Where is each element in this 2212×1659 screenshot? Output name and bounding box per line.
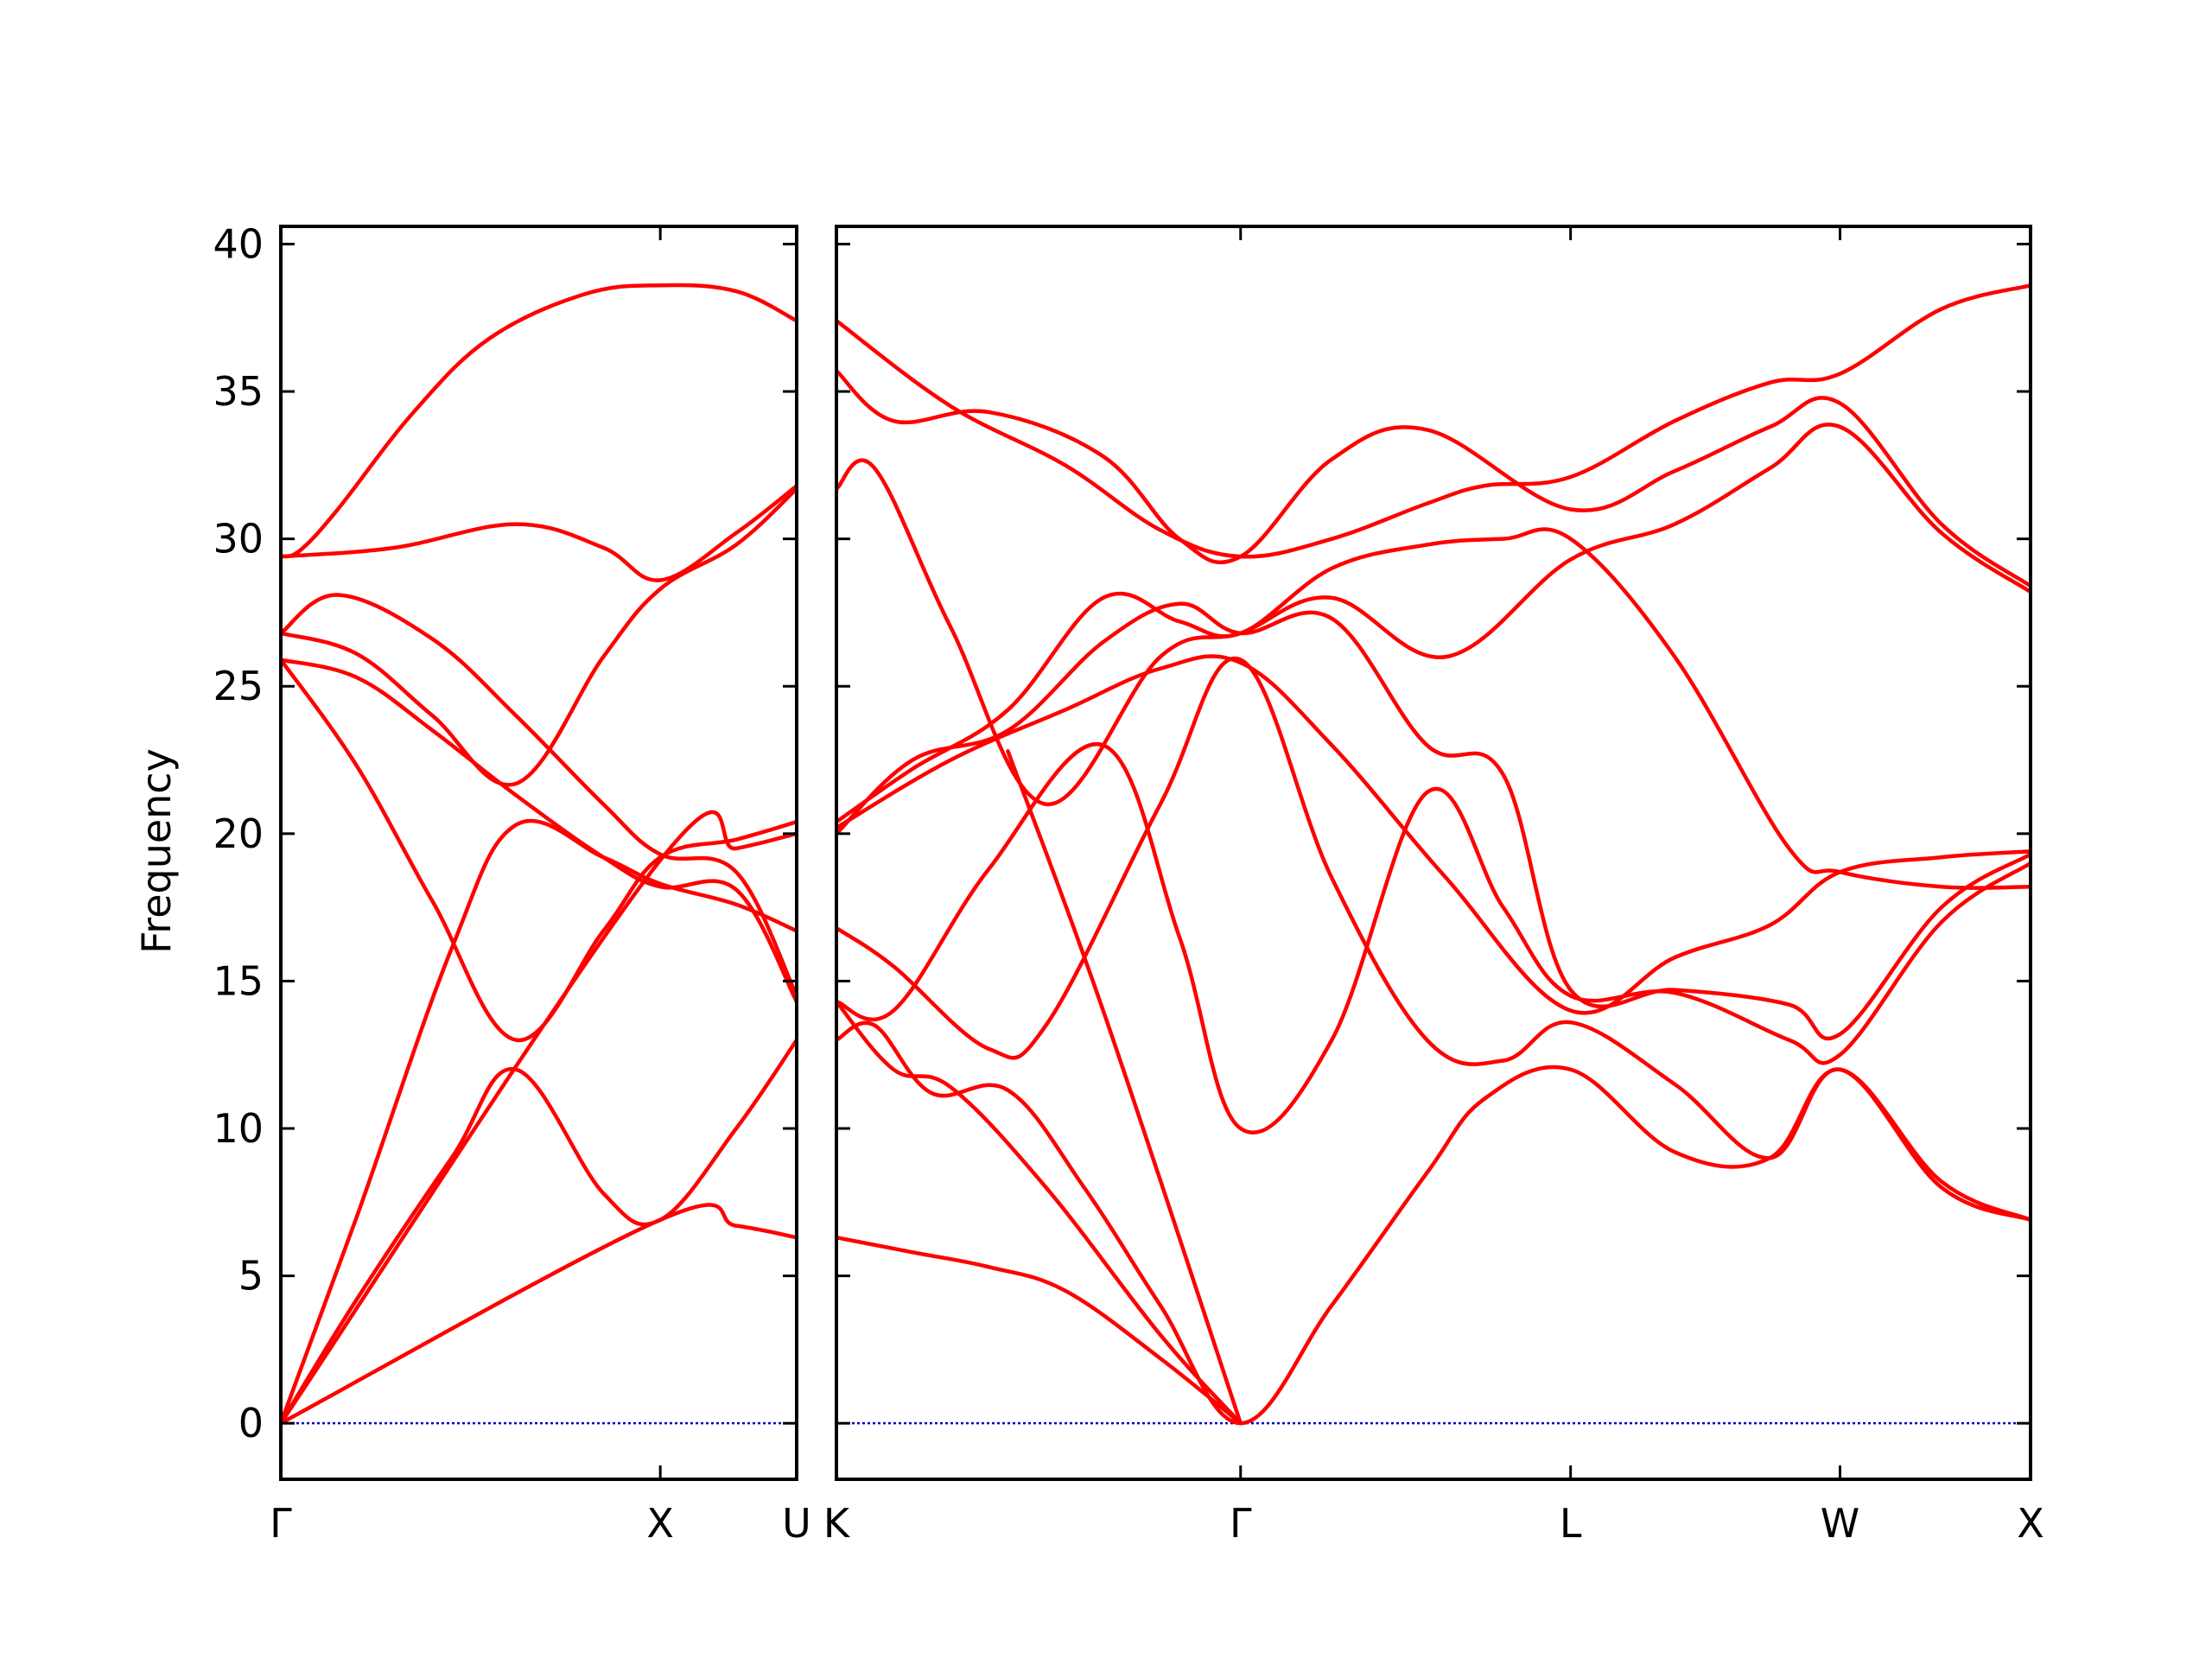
series-group-left: [281, 283, 797, 1426]
x-tick-label: X: [646, 1500, 674, 1547]
band-right-2: [836, 368, 2031, 588]
band-left-3: [281, 593, 797, 998]
y-tick-label: 5: [238, 1253, 264, 1300]
band-left-10: [281, 1203, 797, 1426]
band-left-8: [281, 1038, 797, 1426]
band-right-10: [836, 1235, 1243, 1426]
y-tick-label: 15: [213, 957, 264, 1004]
x-tick-label: L: [1560, 1500, 1582, 1547]
y-axis-label: Frequency: [133, 748, 180, 954]
y-tick-label: 30: [213, 516, 264, 563]
band-left-7: [281, 818, 797, 1426]
y-tick-label: 20: [213, 810, 264, 857]
x-tick-label: Γ: [1230, 1500, 1252, 1547]
x-tick-label: K: [823, 1500, 851, 1547]
x-tick-label: X: [2017, 1500, 2044, 1547]
band-right-7: [836, 741, 2031, 1135]
band-left-5: [281, 658, 797, 1004]
band-right-4: [836, 654, 2031, 1015]
series-group-right: [836, 283, 2031, 1426]
band-right-11: [836, 1000, 1243, 1426]
y-tick-label: 40: [213, 220, 264, 267]
y-tick-label: 25: [213, 663, 264, 709]
band-right-8: [836, 656, 2031, 1223]
band-right-3: [836, 423, 2031, 806]
band-left-6: [281, 658, 797, 1042]
y-tick-label: 10: [213, 1105, 264, 1152]
left-panel: 0 5 10 15 20 25 30 35 40 Γ X U: [213, 220, 810, 1547]
panel-frame-right: [835, 225, 2032, 1481]
y-tick-label: 35: [213, 368, 264, 415]
y-tick-label: 0: [238, 1400, 264, 1446]
band-right-5: [836, 527, 2031, 890]
x-tick-label: U: [782, 1500, 811, 1547]
band-right-12: [1006, 749, 1243, 1426]
band-right-6: [836, 601, 2031, 1041]
x-tick-label: Γ: [270, 1500, 292, 1547]
band-left-2: [281, 483, 797, 582]
band-right-1: [836, 283, 2031, 559]
band-right-9: [836, 1020, 2031, 1426]
band-left-4: [281, 486, 797, 787]
band-left-1: [281, 283, 797, 559]
x-tick-label: W: [1821, 1500, 1859, 1547]
band-left-9: [281, 810, 797, 1426]
panel-frame-left: [279, 225, 798, 1481]
